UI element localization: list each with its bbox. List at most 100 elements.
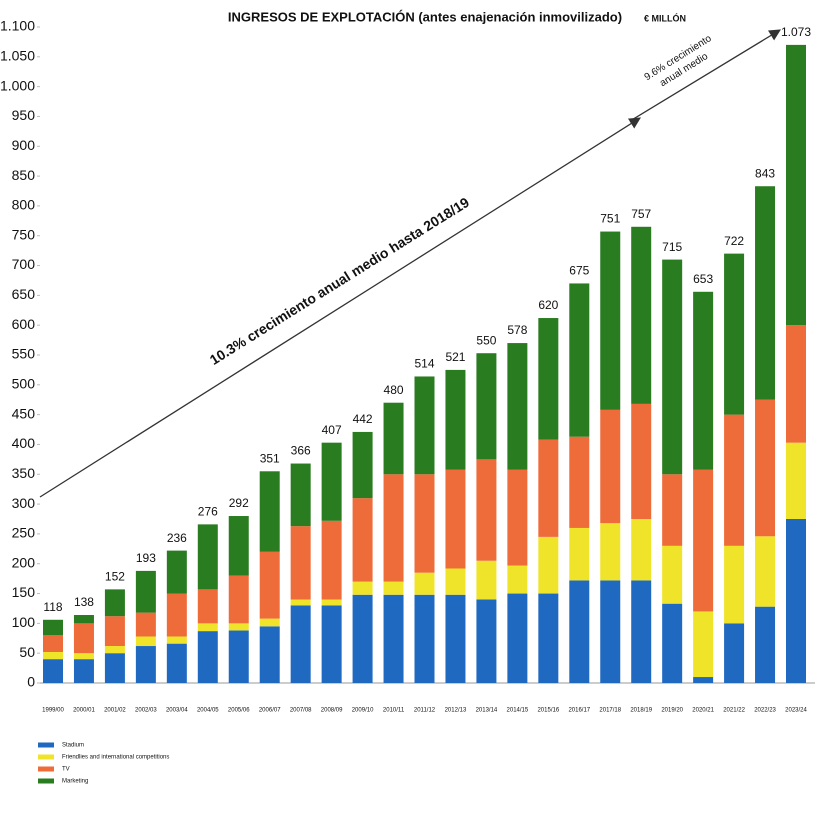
x-tick-label: 2010/11 [383,708,405,714]
total-label: 675 [569,264,589,278]
bar-segment [104,589,125,617]
bar-segment [755,186,776,400]
total-label: 521 [445,350,465,364]
bar-segment [290,463,311,527]
bar-segment [321,442,342,521]
legend-label: Friendlies and international competition… [62,755,169,761]
bar-segment [600,580,621,683]
x-tick-label: 1999/00 [42,708,64,714]
y-tick-label: 50 [19,644,35,660]
total-label: 1.073 [781,25,811,39]
x-tick-label: 2019/20 [661,708,683,714]
total-label: 442 [353,412,373,426]
bar-segment [73,623,94,654]
bar-segment [507,469,528,566]
x-tick-label: 2005/06 [228,708,250,714]
x-tick-label: 2003/04 [166,708,188,714]
trend-arrow [39,117,641,498]
bar-segment [476,353,497,460]
total-label: 550 [476,333,496,347]
legend-label: Marketing [62,779,88,785]
x-tick-label: 2012/13 [445,708,467,714]
y-tick-label: 200 [12,554,36,570]
y-tick-label: 350 [12,465,36,481]
bar-segment [135,636,156,647]
y-tick-label: 550 [12,346,36,362]
bar-segment [73,659,94,683]
bar-segment [73,615,94,624]
bar-segment [569,527,590,581]
bar-segment [631,519,652,581]
bar-segment [383,594,404,683]
bar-segment [755,399,776,537]
annotation: 10.3% crecimiento anual medio hasta 2018… [207,194,472,368]
bar-segment [383,402,404,475]
y-tick-label: 800 [12,197,36,213]
bar-segment [290,599,311,606]
total-label: 292 [229,496,249,510]
bar-segment [383,581,404,595]
bar-segment [693,611,714,678]
bar-segment [786,442,806,519]
bar-segment [600,523,621,581]
y-tick-label: 0 [27,674,35,690]
bar-segment [414,594,435,683]
bar-segment [724,414,745,546]
bar-segment [135,646,156,683]
chart-title: INGRESOS DE EXPLOTACIÓN (antes enajenaci… [228,9,622,24]
legend-swatch [38,766,54,772]
bar-segment [104,616,125,647]
x-tick-label: 2013/14 [476,708,498,714]
bar-segment [476,459,497,561]
bar-segment [786,325,806,443]
bar-segment [259,551,280,619]
total-label: 653 [693,272,713,286]
bar-segment [290,605,311,683]
bar-segment [445,369,466,470]
bar-segment [414,474,435,573]
y-tick-label: 600 [12,316,36,332]
bar-segment [724,253,745,415]
y-tick-label: 150 [12,584,36,600]
bar-segment [197,524,218,590]
bar-segment [197,631,218,683]
bar-segment [321,599,342,606]
x-tick-label: 2009/10 [352,708,374,714]
total-label: 152 [105,570,125,584]
bar-segment [414,572,435,595]
total-label: 620 [538,298,558,312]
bar-segment [786,44,806,326]
x-tick-label: 2023/24 [785,708,807,714]
bar-segment [228,623,249,631]
total-label: 366 [291,444,311,458]
y-tick-label: 700 [12,256,36,272]
bar-segment [166,550,187,594]
bar-segment [352,594,373,683]
x-tick-label: 2011/12 [414,708,436,714]
bar-segment [73,653,94,660]
y-tick-label: 450 [12,405,36,421]
bar-segment [166,593,187,637]
legend-swatch [38,778,54,784]
total-label: 751 [600,212,620,226]
total-label: 276 [198,505,218,519]
y-tick-label: 300 [12,495,36,511]
bar-segment [631,403,652,519]
chart-subtitle: € MILLÓN [644,12,686,23]
bar-segment [569,283,590,437]
bar-segment [538,318,559,440]
bar-segment [290,526,311,600]
bar-segment [321,520,342,600]
bar-segment [507,593,528,683]
x-tick-label: 2007/08 [290,708,312,714]
total-label: 722 [724,234,744,248]
x-tick-label: 2006/07 [259,708,281,714]
bar-segment [724,623,745,683]
y-tick-label: 400 [12,435,36,451]
x-tick-label: 2000/01 [73,708,95,714]
y-tick-label: 1.100 [0,18,35,34]
bar-segment [693,291,714,470]
x-tick-label: 2015/16 [537,708,559,714]
bar-segment [259,626,280,683]
